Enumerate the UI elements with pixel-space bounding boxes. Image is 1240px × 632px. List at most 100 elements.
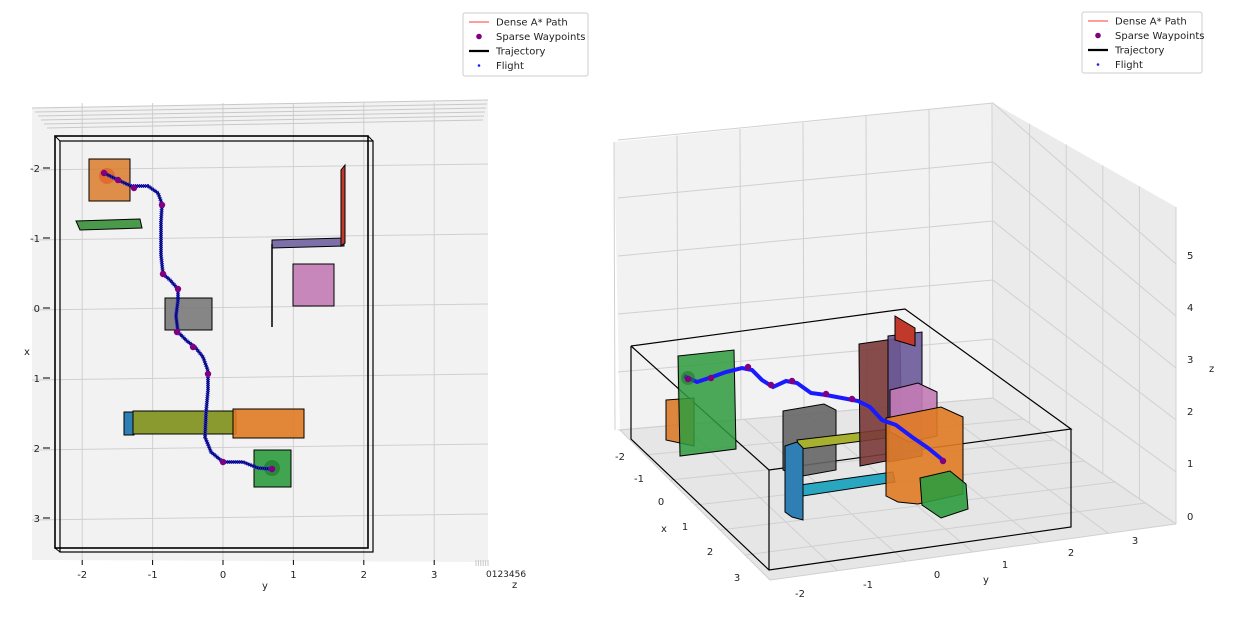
waypoint-marker [848,395,856,403]
x-tick-label: 1 [682,522,688,533]
x-tick-label: 2 [34,444,40,455]
z-tick-label: 5 [1187,251,1193,262]
legend-label: Trajectory [1114,46,1164,57]
z-fan-line [43,115,485,125]
gridline-x [31,303,489,311]
left-trajectory [103,171,273,471]
left-3d-plot: -2 -1 0 1 2 3 -2 -1 0 1 2 3 x y z 0123456 [24,99,526,592]
right-back-pane-right [993,103,1176,524]
waypoint-marker [767,381,775,389]
red-wall [340,163,346,247]
right-y-ticks: -2 -1 0 1 2 3 [795,536,1138,600]
x-tick-label: 1 [34,374,40,385]
gridline-z [617,220,994,257]
y-tick-label: 1 [1002,560,1008,571]
left-waypoints [100,169,276,473]
y-tick-label: -2 [77,570,87,581]
left-gridlines [31,103,489,560]
right-y-axis-label: y [983,575,989,586]
legend-swatch-smalldot [1096,63,1100,66]
y-tick-label: 2 [1068,548,1074,559]
waypoint-marker [158,201,166,209]
right-waypoints [684,363,947,465]
right-flight-path [683,365,946,463]
floor-grid [992,397,1177,525]
legend-label: Dense A* Path [1115,17,1187,28]
legend-swatch-dot [476,33,482,40]
orange-box [232,408,305,439]
waypoint-marker [159,270,167,278]
z-fan-line [34,103,488,113]
waypoint-marker [189,343,197,351]
legend-frame [1081,11,1203,74]
waypoint-marker [204,370,212,378]
right-x-axis-label: x [661,524,667,535]
legend-label: Flight [496,61,524,72]
legend-label: Flight [1115,60,1143,71]
gridline-z [992,338,1177,473]
blue-post [784,441,804,521]
left-y-ticks: -2 -1 0 1 2 3 [77,560,437,581]
left-z-axis-fan [31,99,489,566]
gridline-x [31,443,489,451]
x-tick-label: -1 [30,234,40,245]
waypoint-marker [268,465,276,473]
y-tick-label: -1 [863,580,873,591]
gridline-back [802,122,805,415]
right-z-ticks: 0 1 2 3 4 5 [1187,251,1193,523]
waypoint-marker [219,458,227,466]
waypoint-marker [114,176,122,184]
green-wall [677,349,737,457]
legend-label: Sparse Waypoints [496,32,585,43]
x-tick-label: 0 [34,304,40,315]
left-y-axis-label: y [262,581,268,592]
legend-swatch-smalldot [477,64,481,67]
waypoint-marker [173,328,181,336]
waypoint-marker [788,377,796,385]
waypoint-marker [939,457,947,465]
left-back-pane [32,100,488,562]
gridline-z [992,279,1177,421]
gridline-z [992,102,1177,265]
green-goal-box [919,470,969,519]
left-x-ticks: -2 -1 0 1 2 3 [30,164,50,525]
z-fan-line [37,107,487,117]
gridline-back [991,102,994,399]
gridline-back [739,128,742,420]
left-z-axis-label: z [512,580,517,591]
gridline-back [613,141,616,431]
gridline-z [992,220,1177,369]
legend-frame [462,12,589,77]
z-tick-label: 1 [1187,459,1193,470]
y-tick-label: 0 [220,570,226,581]
y-tick-label: 0 [934,570,940,581]
z-tick-label: 2 [1187,407,1193,418]
x-tick-label: 0 [658,497,664,508]
left-env-inner [59,140,374,553]
legend-label: Trajectory [495,47,545,58]
gridline-z [992,161,1177,317]
pink-box [292,263,335,307]
y-tick-label: -2 [795,589,805,600]
y-tick-label: 3 [1132,536,1138,547]
z-fan-line [40,111,486,121]
z-fan-line [31,99,489,109]
z-tick-label: 4 [1187,303,1193,314]
x-tick-label: -1 [634,474,644,485]
floor-grid [769,523,1177,581]
green-strip [75,218,143,231]
legend-swatch-dot [1095,32,1101,39]
gridline-x [31,373,489,381]
y-tick-label: 1 [290,570,296,581]
gridline-z [617,102,994,141]
waypoint-marker [707,374,715,382]
waypoint-marker [822,390,830,398]
z-tick-label: 3 [1187,355,1193,366]
gridline-z [617,161,994,199]
gridline-back [676,135,679,425]
olive-bar [132,410,237,435]
left-z-ticks-cluster: 0123456 [486,570,526,580]
x-tick-label: -2 [30,164,40,175]
left-legend: Dense A* Path Sparse Waypoints Trajectory F… [462,12,589,77]
